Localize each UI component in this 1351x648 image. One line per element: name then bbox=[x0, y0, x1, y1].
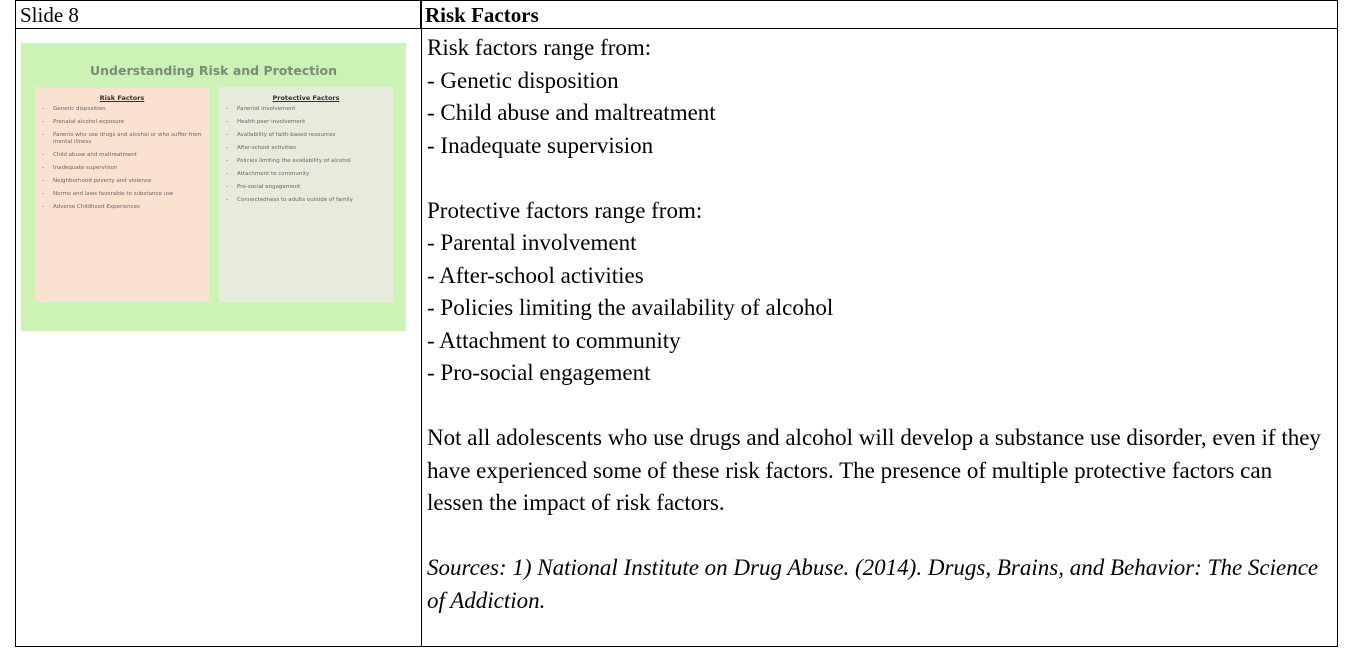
sources: Sources: 1) National Institute on Drug A… bbox=[427, 552, 1329, 617]
slide-protective-item: Connectedness to adults outside of famil… bbox=[237, 197, 387, 204]
page: Slide 8 Risk Factors Understanding Risk … bbox=[0, 0, 1351, 648]
protective-intro: Protective factors range from: bbox=[427, 195, 1329, 228]
protective-item: - Pro-social engagement bbox=[427, 357, 1329, 390]
slide-risk-item: Child abuse and maltreatment bbox=[53, 152, 203, 159]
section-title: Risk Factors bbox=[421, 1, 1337, 29]
spacer bbox=[427, 520, 1329, 553]
spacer bbox=[427, 390, 1329, 423]
protective-heading: Protective Factors bbox=[225, 94, 387, 102]
slide-risk-item: Neighborhood poverty and violence bbox=[53, 178, 203, 185]
protective-item: - Parental involvement bbox=[427, 227, 1329, 260]
slide-protective-item: Pro-social engagement bbox=[237, 184, 387, 191]
protective-item: - Attachment to community bbox=[427, 325, 1329, 358]
protective-item: - Policies limiting the availability of … bbox=[427, 292, 1329, 325]
risk-intro: Risk factors range from: bbox=[427, 32, 1329, 65]
spacer bbox=[427, 162, 1329, 195]
slide-risk-item: Prenatal alcohol exposure bbox=[53, 119, 203, 126]
slide-title: Understanding Risk and Protection bbox=[21, 63, 406, 78]
slide-protective-item: Availability of faith-based resources bbox=[237, 132, 387, 139]
risk-item: - Child abuse and maltreatment bbox=[427, 97, 1329, 130]
protective-item: - After-school activities bbox=[427, 260, 1329, 293]
protective-list: Parental involvement Health peer involvem… bbox=[225, 106, 387, 204]
slide-protective-item: Policies limiting the availability of al… bbox=[237, 158, 387, 165]
slide-protective-item: Attachment to community bbox=[237, 171, 387, 178]
risk-heading: Risk Factors bbox=[41, 94, 203, 102]
protective-box: Protective Factors Parental involvement H… bbox=[219, 87, 393, 302]
slide-risk-item: Genetic disposition bbox=[53, 106, 203, 113]
notes: Risk factors range from:- Genetic dispos… bbox=[427, 32, 1329, 617]
slide-protective-item: After-school activities bbox=[237, 145, 387, 152]
slide-risk-item: Inadequate supervision bbox=[53, 165, 203, 172]
risk-box: Risk Factors Genetic disposition Prenatal… bbox=[35, 87, 209, 302]
risk-item: - Genetic disposition bbox=[427, 65, 1329, 98]
slide-risk-item: Adverse Childhood Experiences bbox=[53, 204, 203, 211]
document-table: Slide 8 Risk Factors Understanding Risk … bbox=[15, 0, 1338, 647]
slide-risk-item: Parents who use drugs and alcohol or who… bbox=[53, 132, 203, 146]
column-divider bbox=[421, 1, 422, 646]
risk-item: - Inadequate supervision bbox=[427, 130, 1329, 163]
slide-protective-item: Health peer involvement bbox=[237, 119, 387, 126]
paragraph: Not all adolescents who use drugs and al… bbox=[427, 422, 1329, 520]
risk-list: Genetic disposition Prenatal alcohol expo… bbox=[41, 106, 203, 211]
slide-number: Slide 8 bbox=[16, 1, 421, 29]
slide-risk-item: Norms and laws favorable to substance us… bbox=[53, 191, 203, 198]
slide-thumbnail: Understanding Risk and Protection Risk F… bbox=[21, 43, 406, 331]
slide-protective-item: Parental involvement bbox=[237, 106, 387, 113]
